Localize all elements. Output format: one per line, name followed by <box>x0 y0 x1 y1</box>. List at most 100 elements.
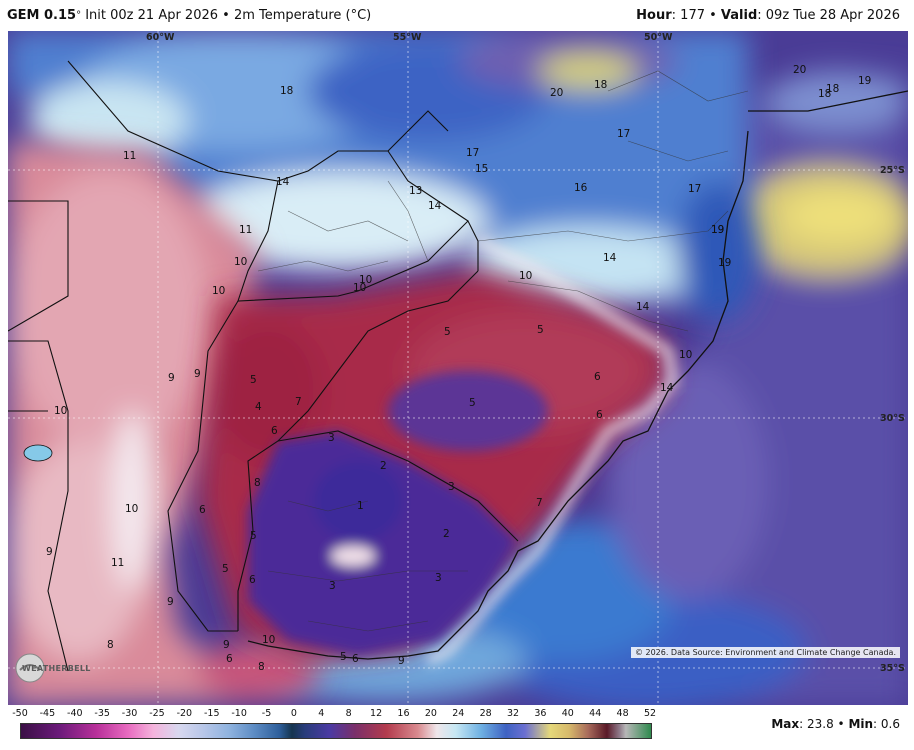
temp-label: 6 <box>352 653 359 665</box>
logo-text: WEATHERBELL <box>22 664 91 673</box>
temp-label: 19 <box>711 224 724 236</box>
temp-label: 5 <box>469 397 476 409</box>
map-canvas: 60°W 55°W 50°W 25°S 30°S 35°S 18 11 14 1… <box>8 31 908 705</box>
legend-tick: -20 <box>176 708 193 719</box>
legend-tick: 40 <box>561 708 574 719</box>
legend-tick: -50 <box>12 708 28 719</box>
legend-ticks: -50 -45 -40 -35 -30 -25 -20 -15 -10 -5 0 4 8 12 16 20 24… <box>0 708 914 722</box>
max-value: : 23.8 <box>799 717 834 731</box>
legend-tick: 12 <box>370 708 383 719</box>
weatherbell-logo <box>15 653 45 683</box>
temp-label: 17 <box>617 128 630 140</box>
valid-value: : 09z Tue 28 Apr 2026 <box>757 8 900 23</box>
legend-tick: -40 <box>67 708 83 719</box>
min-value: : 0.6 <box>873 717 900 731</box>
temp-label: 9 <box>46 546 53 558</box>
temp-label: 7 <box>295 396 302 408</box>
temp-label: 1 <box>357 500 364 512</box>
temp-label: 10 <box>262 634 275 646</box>
header-right: Hour: 177 • Valid: 09z Tue 28 Apr 2026 <box>636 0 900 31</box>
legend-tick: -30 <box>121 708 138 719</box>
temp-label: 18 <box>280 85 293 97</box>
temp-label: 4 <box>255 401 262 413</box>
temp-label: 13 <box>409 185 422 197</box>
temp-label: 6 <box>594 371 601 383</box>
coastal-band <box>425 236 679 666</box>
land-cold-core-shading <box>248 371 548 656</box>
temp-label: 10 <box>359 274 372 286</box>
temp-label: 14 <box>428 200 442 212</box>
temp-label: 17 <box>688 183 701 195</box>
legend-tick: 4 <box>318 708 325 719</box>
legend-tick: 8 <box>345 708 352 719</box>
legend-tick: 52 <box>643 708 657 719</box>
temp-label: 2 <box>380 460 387 472</box>
header-left: GEM 0.15° Init 00z 21 Apr 2026 • 2m Temp… <box>7 0 371 31</box>
temp-label: 10 <box>679 349 692 361</box>
lake <box>23 444 53 462</box>
legend-tick: 16 <box>397 708 410 719</box>
temp-label: 18 <box>826 83 839 95</box>
temp-label: 10 <box>54 405 67 417</box>
temp-label: 11 <box>123 150 136 162</box>
temp-label: 14 <box>636 301 650 313</box>
color-legend: -50 -45 -40 -35 -30 -25 -20 -15 -10 -5 0 4 8 12 16 20 24… <box>0 705 914 750</box>
legend-colorbar <box>20 723 652 739</box>
temp-label: 19 <box>858 75 871 87</box>
graticule <box>8 31 908 705</box>
temp-label: 3 <box>448 481 455 493</box>
temp-label: 3 <box>329 580 336 592</box>
temp-label: 14 <box>276 176 290 188</box>
legend-tick: 0 <box>290 708 297 719</box>
temperature-map[interactable]: 60°W 55°W 50°W 25°S 30°S 35°S 18 11 14 1… <box>8 31 908 705</box>
maxmin-separator: • <box>833 717 849 731</box>
temp-label: 8 <box>254 477 261 489</box>
init-time: Init 00z 21 Apr 2026 <box>81 8 219 23</box>
temp-label: 6 <box>596 409 603 421</box>
legend-tick: 20 <box>424 708 437 719</box>
temp-label: 18 <box>818 88 831 100</box>
temp-label: 5 <box>250 374 257 386</box>
temp-label: 10 <box>353 282 366 294</box>
temp-label: 6 <box>249 574 256 586</box>
hour-label: Hour <box>636 8 672 23</box>
temp-label: 9 <box>168 372 175 384</box>
legend-tick: -5 <box>261 708 272 719</box>
header-separator: • <box>218 8 234 23</box>
temp-label: 9 <box>398 655 405 667</box>
temp-label: 5 <box>444 326 451 338</box>
coord-label: 50°W <box>644 32 673 43</box>
hour-value: : 177 <box>671 8 705 23</box>
field-name: 2m Temperature (°C) <box>233 8 372 23</box>
temp-label: 5 <box>250 530 257 542</box>
max-label: Max <box>771 717 800 731</box>
coord-label: 30°S <box>880 413 905 424</box>
min-label: Min <box>848 717 874 731</box>
temp-label: 9 <box>223 639 230 651</box>
temp-label: 10 <box>234 256 247 268</box>
temp-label: 20 <box>550 87 563 99</box>
temp-label: 7 <box>536 497 543 509</box>
state-borders <box>257 70 749 632</box>
legend-tick: -15 <box>203 708 220 719</box>
legend-tick: 48 <box>616 708 629 719</box>
country-borders <box>8 60 519 672</box>
legend-tick: 32 <box>506 708 520 719</box>
temp-label: 5 <box>222 563 229 575</box>
coordinate-labels: 60°W 55°W 50°W 25°S 30°S 35°S <box>146 32 905 674</box>
legend-tick: -35 <box>94 708 110 719</box>
model-name: GEM 0.15 <box>7 8 77 23</box>
temp-label: 15 <box>475 163 488 175</box>
temp-label: 9 <box>167 596 174 608</box>
coord-label: 60°W <box>146 32 175 43</box>
temperature-labels: 18 11 14 13 14 17 15 16 17 17 19 20 18 2… <box>46 64 871 673</box>
temp-label: 6 <box>199 504 206 516</box>
map-header: GEM 0.15° Init 00z 21 Apr 2026 • 2m Temp… <box>0 0 914 31</box>
temp-label: 10 <box>519 270 532 282</box>
temp-label: 6 <box>226 653 233 665</box>
temp-label: 16 <box>574 182 588 194</box>
ocean-shading <box>248 71 908 705</box>
temp-label: 2 <box>443 528 450 540</box>
legend-tick: 24 <box>452 708 465 719</box>
coastline <box>247 90 908 660</box>
